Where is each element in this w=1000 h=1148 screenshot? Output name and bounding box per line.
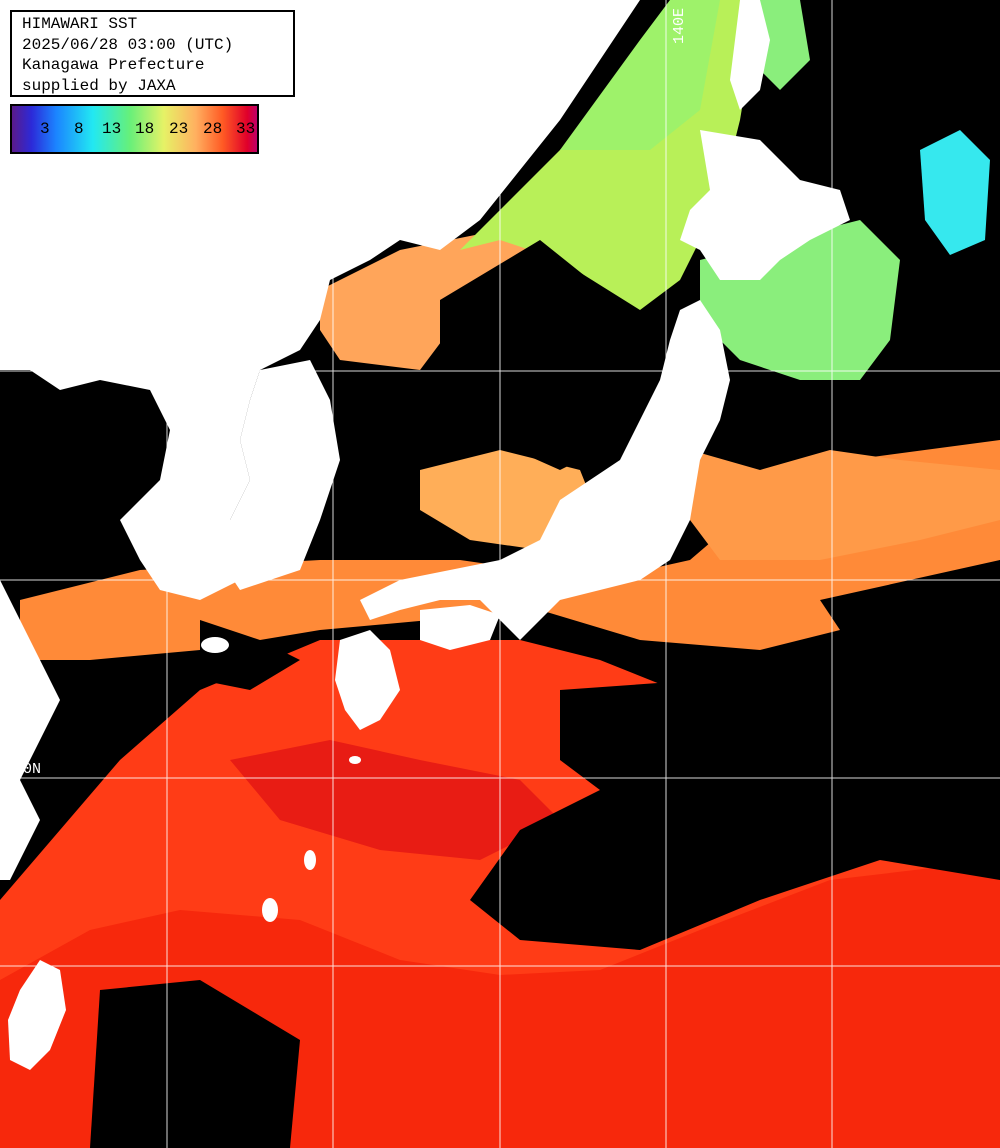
color-scale-legend: 3 8 13 18 23 28 33 xyxy=(10,104,259,154)
scale-tick: 28 xyxy=(203,120,223,138)
scale-tick: 18 xyxy=(135,120,155,138)
grid-label-140e: 140E xyxy=(671,8,688,44)
cold-sea-region xyxy=(920,130,990,255)
grid-label-30n: 30N xyxy=(14,761,41,778)
title-box: HIMAWARI SST 2025/06/28 03:00 (UTC) Kana… xyxy=(10,10,295,97)
title-region: Kanagawa Prefecture xyxy=(22,56,205,74)
cloud-mask xyxy=(0,240,1000,1148)
scale-tick: 13 xyxy=(102,120,122,138)
scale-tick: 3 xyxy=(40,120,50,138)
title-datetime: 2025/06/28 03:00 (UTC) xyxy=(22,35,234,54)
title-product: HIMAWARI SST xyxy=(22,15,138,33)
title-credit: supplied by JAXA xyxy=(22,76,176,95)
scale-tick: 8 xyxy=(74,120,84,138)
grid-label-40n: 40N xyxy=(14,354,41,371)
scale-tick: 33 xyxy=(236,120,256,138)
scale-tick: 23 xyxy=(169,120,189,138)
